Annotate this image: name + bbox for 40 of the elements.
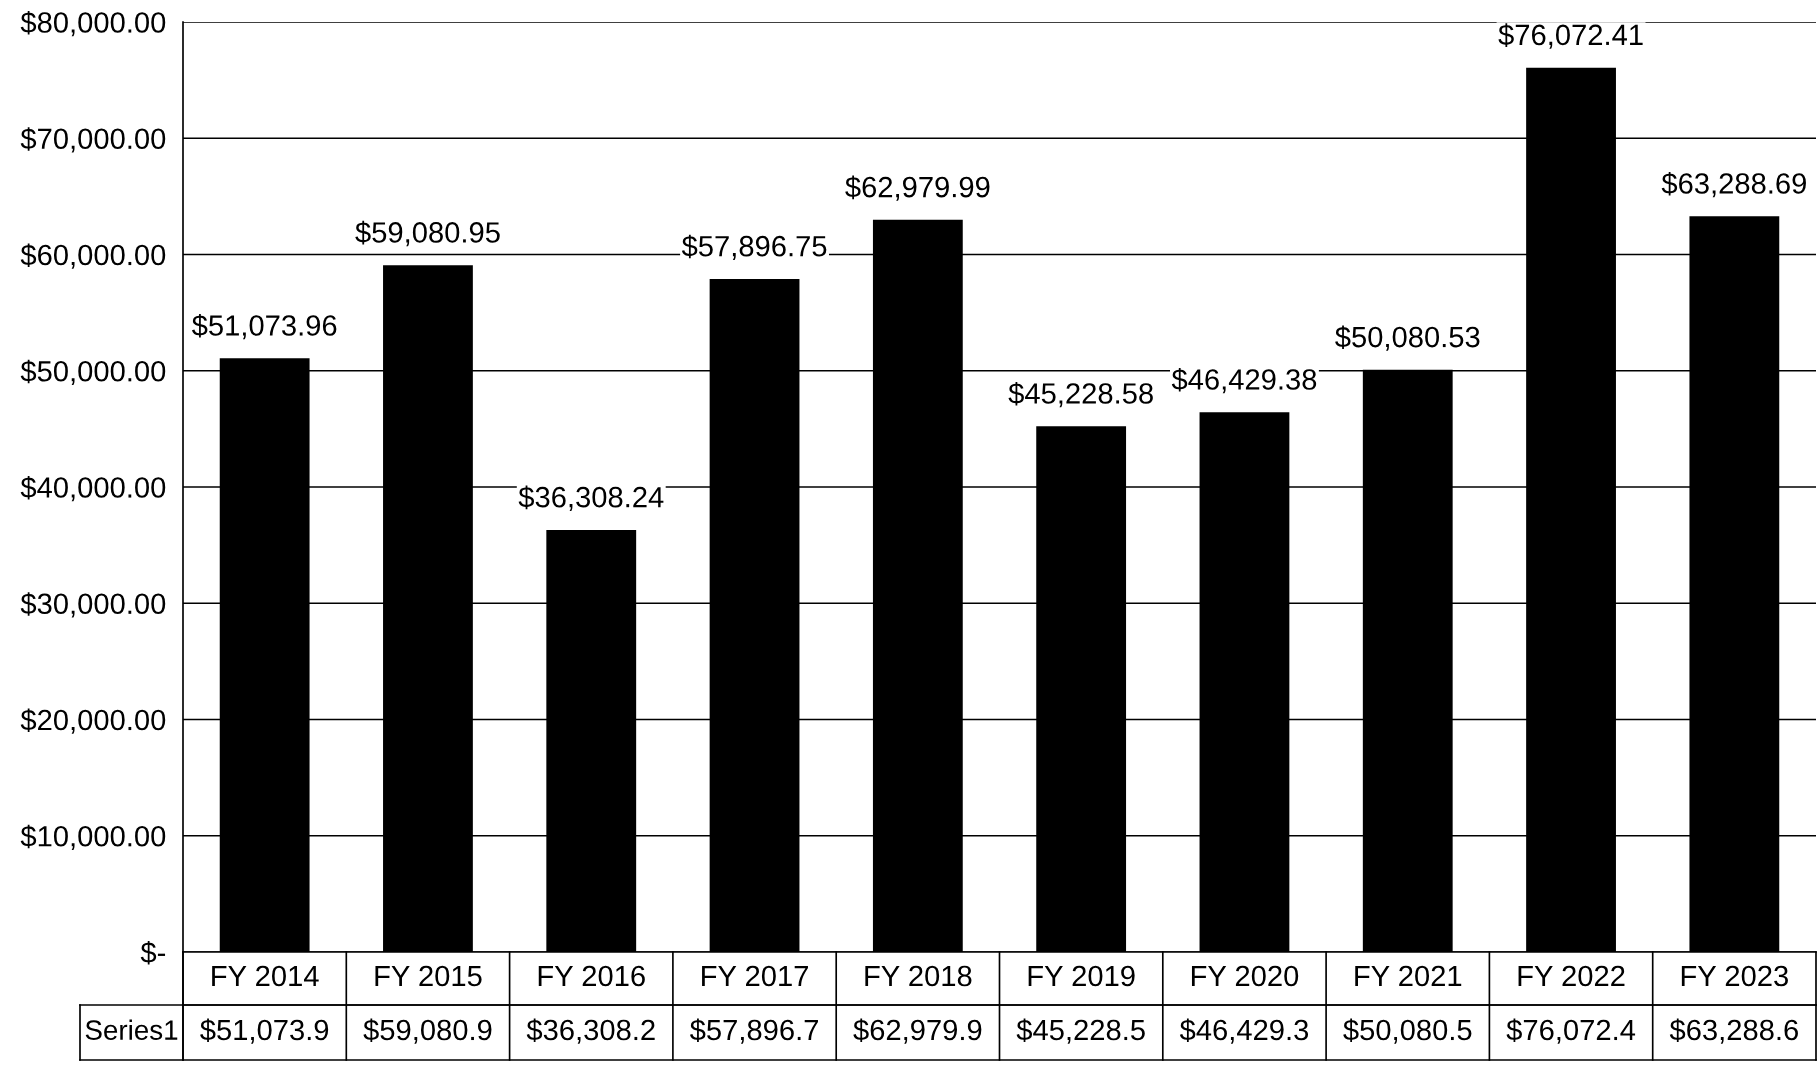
x-tick-label: FY 2021 (1355, 965, 1462, 987)
y-tick-label: $70,000.00 (20, 127, 166, 153)
y-tick-label: $10,000.00 (20, 824, 166, 851)
data-label: $63,288.69 (1661, 171, 1806, 198)
text: $76,072.4 (1506, 1018, 1636, 1044)
data-label: $51,073.96 (191, 313, 337, 340)
y-tick-label: $40,000.00 (20, 475, 166, 502)
y-tick-label: $50,000.00 (20, 359, 166, 386)
data-label: $76,072.41 (1498, 23, 1643, 49)
x-tick-label: FY 2019 (1028, 965, 1135, 987)
y-tick-label: $30,000.00 (20, 592, 166, 618)
x-tick-label: FY 2017 (702, 965, 808, 987)
x-tick-label: FY 2014 (212, 965, 319, 987)
data-label: $36,308.24 (518, 485, 664, 511)
text: $36,308.2 (526, 1018, 655, 1044)
data-label: $50,080.53 (1335, 325, 1480, 351)
text: $62,979.9 (853, 1018, 982, 1044)
text: $63,288.6 (1669, 1018, 1798, 1044)
x-tick-label: FY 2020 (1191, 965, 1299, 987)
data-label: $62,979.99 (845, 175, 990, 201)
x-tick-label: FY 2016 (538, 965, 645, 987)
legend-label: Series1 (85, 1019, 178, 1040)
x-tick-label: FY 2015 (375, 965, 482, 987)
data-label: $57,896.75 (681, 234, 827, 260)
text: $50,080.5 (1343, 1018, 1472, 1044)
y-tick-label: $20,000.00 (20, 708, 166, 734)
y-tick-label: $- (140, 940, 166, 965)
x-tick-label: FY 2022 (1518, 965, 1625, 987)
data-label: $59,080.95 (355, 220, 500, 247)
text: $46,429.3 (1179, 1018, 1309, 1044)
y-tick-label: $80,000.00 (20, 10, 166, 37)
text: $45,228.5 (1016, 1018, 1145, 1044)
text: $57,896.7 (689, 1018, 818, 1044)
data-label: $45,228.58 (1008, 381, 1153, 408)
text: $59,080.9 (363, 1018, 492, 1044)
x-tick-label: FY 2023 (1681, 965, 1788, 987)
text: $51,073.9 (200, 1018, 329, 1044)
data-label: $46,429.38 (1171, 367, 1317, 394)
y-tick-label: $60,000.00 (20, 243, 166, 269)
x-tick-label: FY 2018 (865, 965, 972, 987)
